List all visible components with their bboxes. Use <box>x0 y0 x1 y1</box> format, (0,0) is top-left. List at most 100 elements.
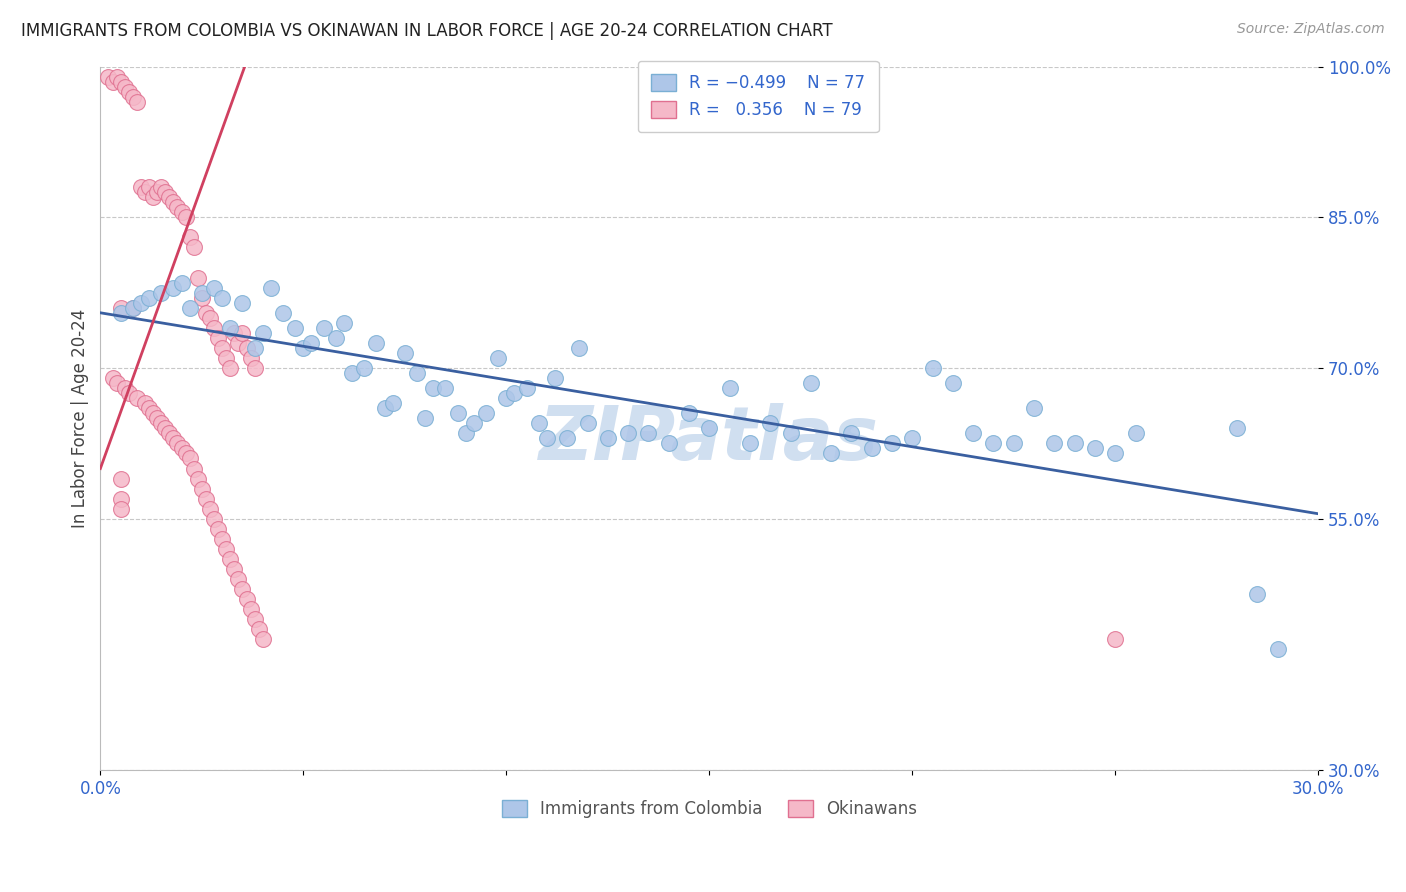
Point <box>142 406 165 420</box>
Point <box>1022 401 1045 416</box>
Point <box>800 376 823 391</box>
Point <box>146 411 169 425</box>
Point <box>157 426 180 441</box>
Point <box>155 421 177 435</box>
Point <box>211 291 233 305</box>
Point <box>366 335 388 350</box>
Point <box>174 446 197 460</box>
Point <box>179 230 201 244</box>
Point <box>1002 436 1025 450</box>
Point <box>118 85 141 99</box>
Point <box>576 417 599 431</box>
Point <box>312 321 335 335</box>
Point <box>235 341 257 355</box>
Point <box>516 381 538 395</box>
Text: IMMIGRANTS FROM COLOMBIA VS OKINAWAN IN LABOR FORCE | AGE 20-24 CORRELATION CHAR: IMMIGRANTS FROM COLOMBIA VS OKINAWAN IN … <box>21 22 832 40</box>
Point <box>110 75 132 89</box>
Point <box>114 381 136 395</box>
Point <box>527 417 550 431</box>
Point <box>260 280 283 294</box>
Point <box>166 200 188 214</box>
Point <box>146 185 169 199</box>
Point <box>942 376 965 391</box>
Point <box>170 205 193 219</box>
Point <box>1125 426 1147 441</box>
Point <box>121 301 143 315</box>
Point <box>880 436 903 450</box>
Point <box>901 431 924 445</box>
Point <box>759 417 782 431</box>
Point <box>121 301 143 315</box>
Point <box>503 386 526 401</box>
Point <box>224 562 246 576</box>
Point <box>301 335 323 350</box>
Point <box>211 341 233 355</box>
Point <box>150 180 173 194</box>
Point <box>231 326 253 340</box>
Point <box>219 321 242 335</box>
Y-axis label: In Labor Force | Age 20-24: In Labor Force | Age 20-24 <box>72 309 89 528</box>
Point <box>446 406 468 420</box>
Point <box>207 331 229 345</box>
Point <box>718 381 741 395</box>
Point <box>150 417 173 431</box>
Point <box>129 295 152 310</box>
Point <box>187 472 209 486</box>
Point <box>486 351 509 365</box>
Point <box>202 280 225 294</box>
Point <box>841 426 863 441</box>
Point <box>325 331 347 345</box>
Point <box>243 341 266 355</box>
Point <box>191 291 214 305</box>
Point <box>1084 442 1107 456</box>
Point <box>235 592 257 607</box>
Point <box>179 301 201 315</box>
Point <box>228 572 250 586</box>
Point <box>637 426 659 441</box>
Point <box>179 451 201 466</box>
Point <box>191 285 214 300</box>
Point <box>292 341 315 355</box>
Point <box>697 421 720 435</box>
Point <box>381 396 404 410</box>
Point <box>475 406 498 420</box>
Point <box>463 417 485 431</box>
Point <box>738 436 761 450</box>
Point <box>110 501 132 516</box>
Point <box>228 335 250 350</box>
Point <box>1104 446 1126 460</box>
Point <box>150 285 173 300</box>
Point <box>125 95 148 109</box>
Point <box>239 351 262 365</box>
Point <box>252 326 274 340</box>
Point <box>243 612 266 626</box>
Point <box>138 401 160 416</box>
Text: ZIPatlas: ZIPatlas <box>540 403 879 476</box>
Point <box>434 381 457 395</box>
Point <box>422 381 444 395</box>
Point <box>198 310 221 325</box>
Point <box>118 386 141 401</box>
Point <box>544 371 567 385</box>
Point <box>215 351 238 365</box>
Point <box>215 541 238 556</box>
Point <box>536 431 558 445</box>
Point <box>568 341 591 355</box>
Point <box>1226 421 1249 435</box>
Point <box>1104 632 1126 647</box>
Text: Source: ZipAtlas.com: Source: ZipAtlas.com <box>1237 22 1385 37</box>
Point <box>97 70 120 84</box>
Point <box>284 321 307 335</box>
Point <box>105 70 128 84</box>
Point <box>170 442 193 456</box>
Point <box>105 376 128 391</box>
Legend: Immigrants from Colombia, Okinawans: Immigrants from Colombia, Okinawans <box>495 794 924 825</box>
Point <box>962 426 984 441</box>
Point <box>373 401 395 416</box>
Point <box>340 366 363 380</box>
Point <box>394 346 416 360</box>
Point <box>921 361 943 376</box>
Point <box>110 301 132 315</box>
Point <box>202 512 225 526</box>
Point <box>191 482 214 496</box>
